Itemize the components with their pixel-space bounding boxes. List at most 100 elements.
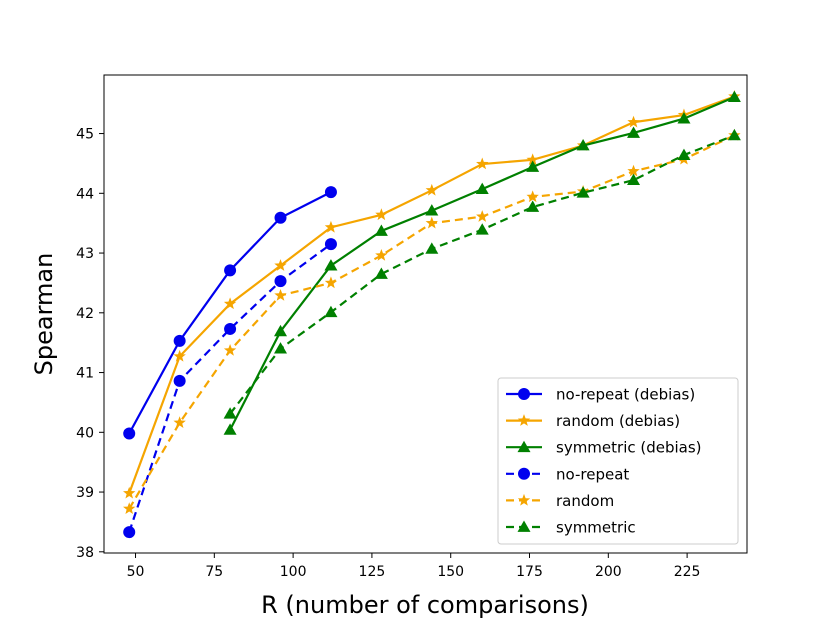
data-point bbox=[324, 186, 337, 199]
data-point bbox=[677, 112, 691, 124]
legend-item: random bbox=[506, 492, 614, 510]
data-point bbox=[526, 160, 540, 172]
data-point bbox=[425, 183, 438, 196]
data-point bbox=[627, 164, 640, 177]
x-axis-label: R (number of comparisons) bbox=[261, 591, 589, 619]
data-point bbox=[627, 115, 640, 128]
y-tick-label: 40 bbox=[76, 425, 94, 441]
data-point bbox=[576, 139, 590, 151]
legend-marker bbox=[517, 414, 531, 426]
x-tick-label: 125 bbox=[359, 564, 386, 580]
data-point bbox=[627, 173, 641, 186]
series-symmetric bbox=[223, 128, 741, 419]
y-tick-label: 39 bbox=[76, 485, 94, 501]
data-point bbox=[223, 423, 237, 435]
data-point bbox=[375, 208, 388, 221]
data-point bbox=[425, 204, 439, 216]
data-point bbox=[223, 343, 237, 356]
data-point bbox=[274, 324, 288, 337]
y-tick-label: 43 bbox=[76, 246, 94, 262]
data-point bbox=[476, 157, 489, 170]
legend-label: symmetric bbox=[556, 519, 636, 537]
y-tick-label: 38 bbox=[76, 545, 94, 561]
series-line bbox=[128, 191, 332, 435]
data-point bbox=[173, 416, 186, 428]
legend-label: random (debias) bbox=[556, 412, 680, 430]
plot-frame bbox=[103, 74, 748, 554]
legend-marker bbox=[517, 520, 531, 532]
data-point bbox=[727, 90, 741, 102]
y-axis: 38 39 40 41 42 43 44 45 bbox=[76, 127, 104, 561]
data-point bbox=[123, 526, 136, 539]
data-point bbox=[324, 305, 338, 318]
data-point bbox=[274, 275, 287, 288]
data-point bbox=[375, 248, 388, 261]
data-point bbox=[425, 242, 439, 254]
data-point bbox=[374, 224, 388, 236]
data-point bbox=[274, 259, 287, 271]
y-tick-label: 44 bbox=[76, 186, 94, 202]
data-point bbox=[173, 374, 186, 387]
legend-label: no-repeat bbox=[556, 465, 629, 483]
data-point bbox=[324, 220, 338, 233]
legend-marker bbox=[517, 493, 531, 506]
legend-item: random (debias) bbox=[506, 412, 680, 430]
legend-label: no-repeat (debias) bbox=[556, 386, 695, 404]
data-point bbox=[223, 297, 237, 310]
x-tick-label: 75 bbox=[205, 564, 223, 580]
data-point bbox=[526, 200, 540, 212]
data-point bbox=[173, 334, 186, 347]
data-point bbox=[576, 186, 590, 198]
legend-item: no-repeat (debias) bbox=[506, 386, 695, 404]
data-point bbox=[223, 407, 237, 419]
x-tick-label: 100 bbox=[280, 564, 307, 580]
x-tick-label: 50 bbox=[127, 564, 145, 580]
series-line bbox=[128, 243, 332, 533]
data-point bbox=[374, 267, 388, 279]
data-point bbox=[173, 349, 186, 362]
data-point bbox=[475, 223, 489, 235]
legend-marker bbox=[517, 440, 531, 453]
legend-marker bbox=[518, 388, 530, 400]
series-symmetric-debias bbox=[223, 90, 741, 435]
series-layer bbox=[123, 90, 741, 539]
data-point bbox=[677, 148, 691, 160]
series-no-repeat bbox=[123, 238, 337, 539]
data-point bbox=[727, 128, 741, 141]
series-line bbox=[229, 134, 735, 415]
series-no-repeat-debias bbox=[123, 186, 337, 440]
legend-label: symmetric (debias) bbox=[556, 439, 702, 457]
y-axis-label: Spearman bbox=[30, 253, 58, 376]
legend-item: no-repeat bbox=[506, 465, 629, 483]
data-point bbox=[324, 238, 337, 251]
legend-item: symmetric bbox=[506, 519, 636, 537]
x-tick-label: 150 bbox=[437, 564, 464, 580]
data-point bbox=[123, 427, 136, 440]
x-tick-label: 200 bbox=[595, 564, 622, 580]
data-point bbox=[274, 342, 288, 354]
data-point bbox=[224, 322, 237, 335]
y-tick-label: 45 bbox=[76, 127, 94, 143]
data-point bbox=[324, 276, 338, 289]
data-point bbox=[123, 502, 136, 515]
data-point bbox=[476, 210, 489, 222]
data-point bbox=[274, 288, 287, 301]
data-point bbox=[627, 126, 641, 138]
legend-label: random bbox=[556, 492, 614, 510]
data-point bbox=[224, 264, 237, 277]
data-point bbox=[526, 190, 539, 203]
x-tick-label: 225 bbox=[674, 564, 701, 580]
y-tick-label: 41 bbox=[76, 366, 94, 382]
data-point bbox=[425, 216, 438, 229]
data-point bbox=[526, 153, 539, 166]
y-tick-label: 42 bbox=[76, 306, 94, 322]
data-point bbox=[123, 486, 136, 499]
x-tick-label: 175 bbox=[516, 564, 543, 580]
legend-box bbox=[497, 377, 739, 545]
data-point bbox=[324, 259, 338, 271]
legend-item: symmetric (debias) bbox=[506, 439, 702, 457]
x-axis: 50 75 100 125 150 175 200 225 bbox=[127, 553, 701, 580]
legend: no-repeat (debias) random (debias) symmetr… bbox=[497, 377, 739, 545]
data-point bbox=[475, 182, 489, 194]
